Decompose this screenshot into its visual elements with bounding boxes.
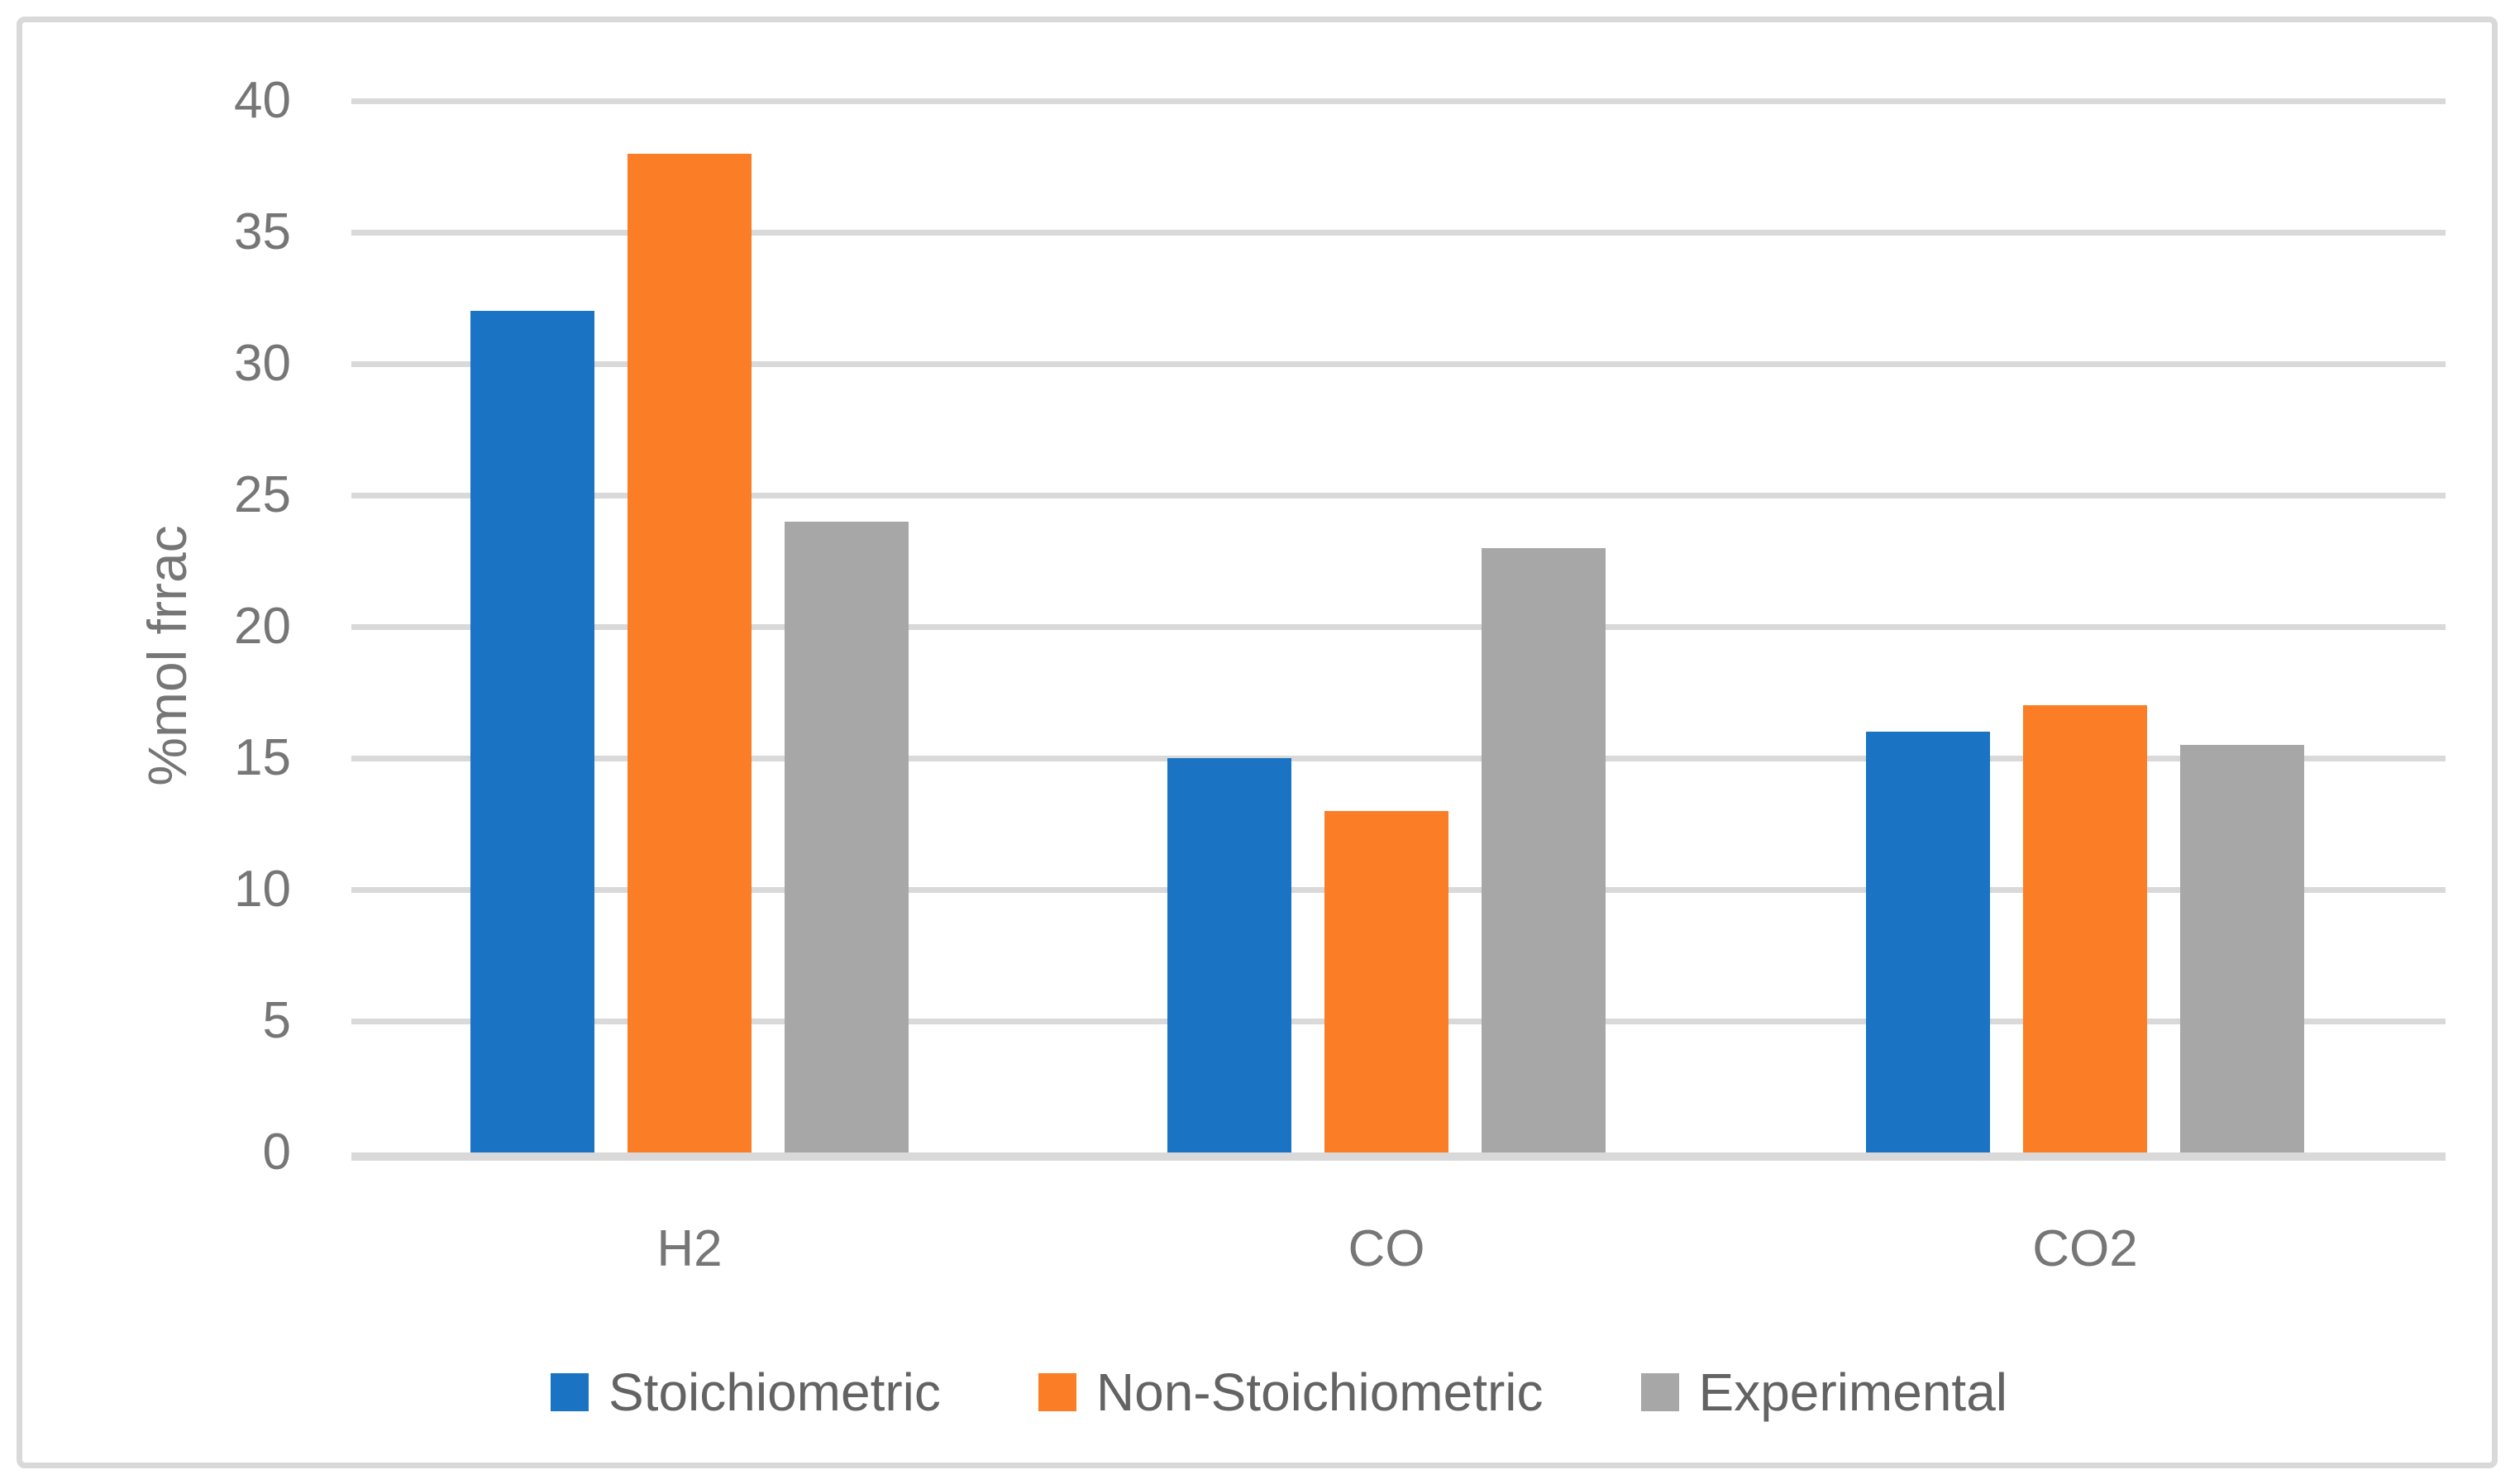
gridline [351, 98, 2446, 104]
y-tick-label: 30 [234, 335, 291, 392]
legend-item: Non-Stoichiometric [1038, 1362, 1544, 1423]
legend-item: Experimental [1640, 1362, 2008, 1423]
y-tick-label: 0 [262, 1124, 291, 1181]
gridline [351, 493, 2446, 499]
y-tick-label: 40 [234, 72, 291, 129]
chart-frame: %mol frrac 0 5 10 15 20 25 30 35 40 H2 CO CO2 Stoi… [17, 17, 2498, 1468]
legend-label: Stoichiometric [608, 1362, 941, 1422]
x-category-label: CO [1348, 1220, 1425, 1277]
bar-H2-Stoichiometric [470, 311, 594, 1152]
legend: Stoichiometric Non-Stoichiometric Experime… [39, 1355, 2515, 1429]
gridline [351, 361, 2446, 367]
y-tick-label: 10 [234, 861, 291, 918]
bar-CO2-Non-Stoichiometric [2023, 705, 2147, 1152]
bar-CO-Stoichiometric [1167, 758, 1291, 1152]
bar-H2-Non-Stoichiometric [628, 154, 752, 1152]
x-category-label: CO2 [2032, 1220, 2138, 1277]
legend-swatch-icon [1640, 1373, 1679, 1411]
bar-CO2-Stoichiometric [1866, 732, 1990, 1152]
x-category-label: H2 [656, 1220, 723, 1277]
legend-item: Stoichiometric [550, 1362, 941, 1423]
y-tick-label: 5 [262, 992, 291, 1049]
gridline [351, 624, 2446, 630]
bar-CO2-Experimental [2180, 745, 2304, 1152]
y-tick-label: 25 [234, 466, 291, 523]
legend-label: Experimental [1698, 1362, 2008, 1422]
bar-CO-Non-Stoichiometric [1324, 811, 1448, 1152]
legend-swatch-icon [550, 1373, 589, 1411]
y-tick-label: 35 [234, 203, 291, 260]
legend-swatch-icon [1038, 1373, 1076, 1411]
y-tick-label: 15 [234, 729, 291, 786]
gridline [351, 230, 2446, 236]
y-tick-label: 20 [234, 598, 291, 655]
x-axis-line [351, 1152, 2446, 1161]
legend-label: Non-Stoichiometric [1095, 1362, 1544, 1422]
bar-H2-Experimental [785, 522, 909, 1152]
gridline [351, 756, 2446, 761]
bar-CO-Experimental [1482, 548, 1606, 1152]
